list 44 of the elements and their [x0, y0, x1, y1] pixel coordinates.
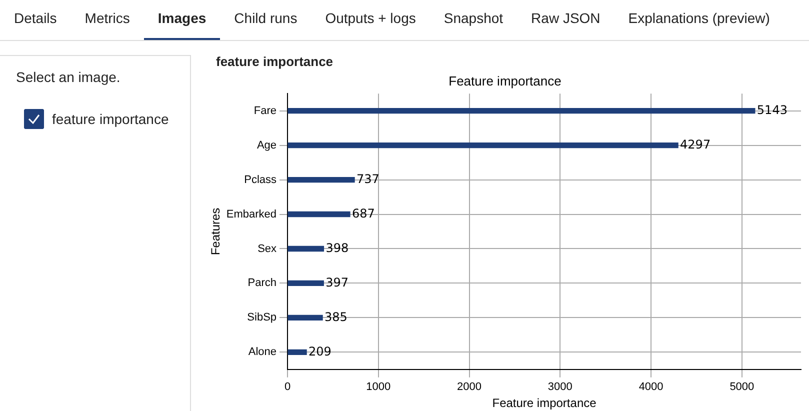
bar [288, 349, 307, 355]
text: Metrics [84, 9, 131, 28]
x-tick-label: 3000 [548, 381, 572, 394]
x-tick-label: 5000 [730, 381, 754, 394]
x-tick-label: 4000 [638, 381, 664, 394]
text: Raw JSON [530, 9, 602, 28]
bar [288, 314, 323, 321]
bar [288, 142, 678, 148]
text: Child runs [233, 9, 298, 28]
y-axis-title: Features [208, 208, 223, 256]
y-tick-label: Alone [248, 346, 277, 358]
text: Outputs + logs [324, 9, 417, 28]
bar [288, 211, 350, 218]
chart-title: Feature importance [448, 73, 562, 88]
text: feature importance [52, 111, 169, 127]
data-label: 398 [326, 240, 349, 255]
data-label: 687 [352, 206, 375, 220]
text: Images [144, 0, 220, 40]
x-axis-title: Feature importance [492, 396, 597, 410]
data-label: 5143 [756, 102, 788, 117]
text: Snapshot [442, 9, 504, 28]
y-tick-label: SibSp [247, 312, 277, 324]
data-label: 209 [308, 344, 332, 358]
text: Explanations (preview) [627, 9, 771, 28]
data-label: 385 [324, 310, 348, 324]
y-tick-label: Parch [248, 277, 277, 290]
data-label: 4297 [680, 137, 711, 152]
y-tick-label: Age [256, 139, 277, 152]
x-tick-label: 0 [284, 381, 291, 394]
text: Details [13, 9, 58, 28]
bar [288, 108, 756, 114]
y-tick-label: Sex [258, 242, 278, 255]
data-label: 737 [356, 172, 380, 186]
y-tick-label: Fare [254, 104, 277, 117]
y-tick-label: Pclass [244, 174, 278, 186]
text: Select an image. [16, 69, 120, 85]
data-label: 397 [326, 275, 349, 290]
text: feature importance [216, 54, 334, 69]
x-tick-label: 2000 [457, 381, 482, 394]
bar [288, 246, 324, 252]
bar [288, 280, 324, 286]
x-tick-label: 1000 [366, 381, 391, 394]
bar [288, 176, 355, 183]
y-tick-label: Embarked [226, 208, 277, 220]
